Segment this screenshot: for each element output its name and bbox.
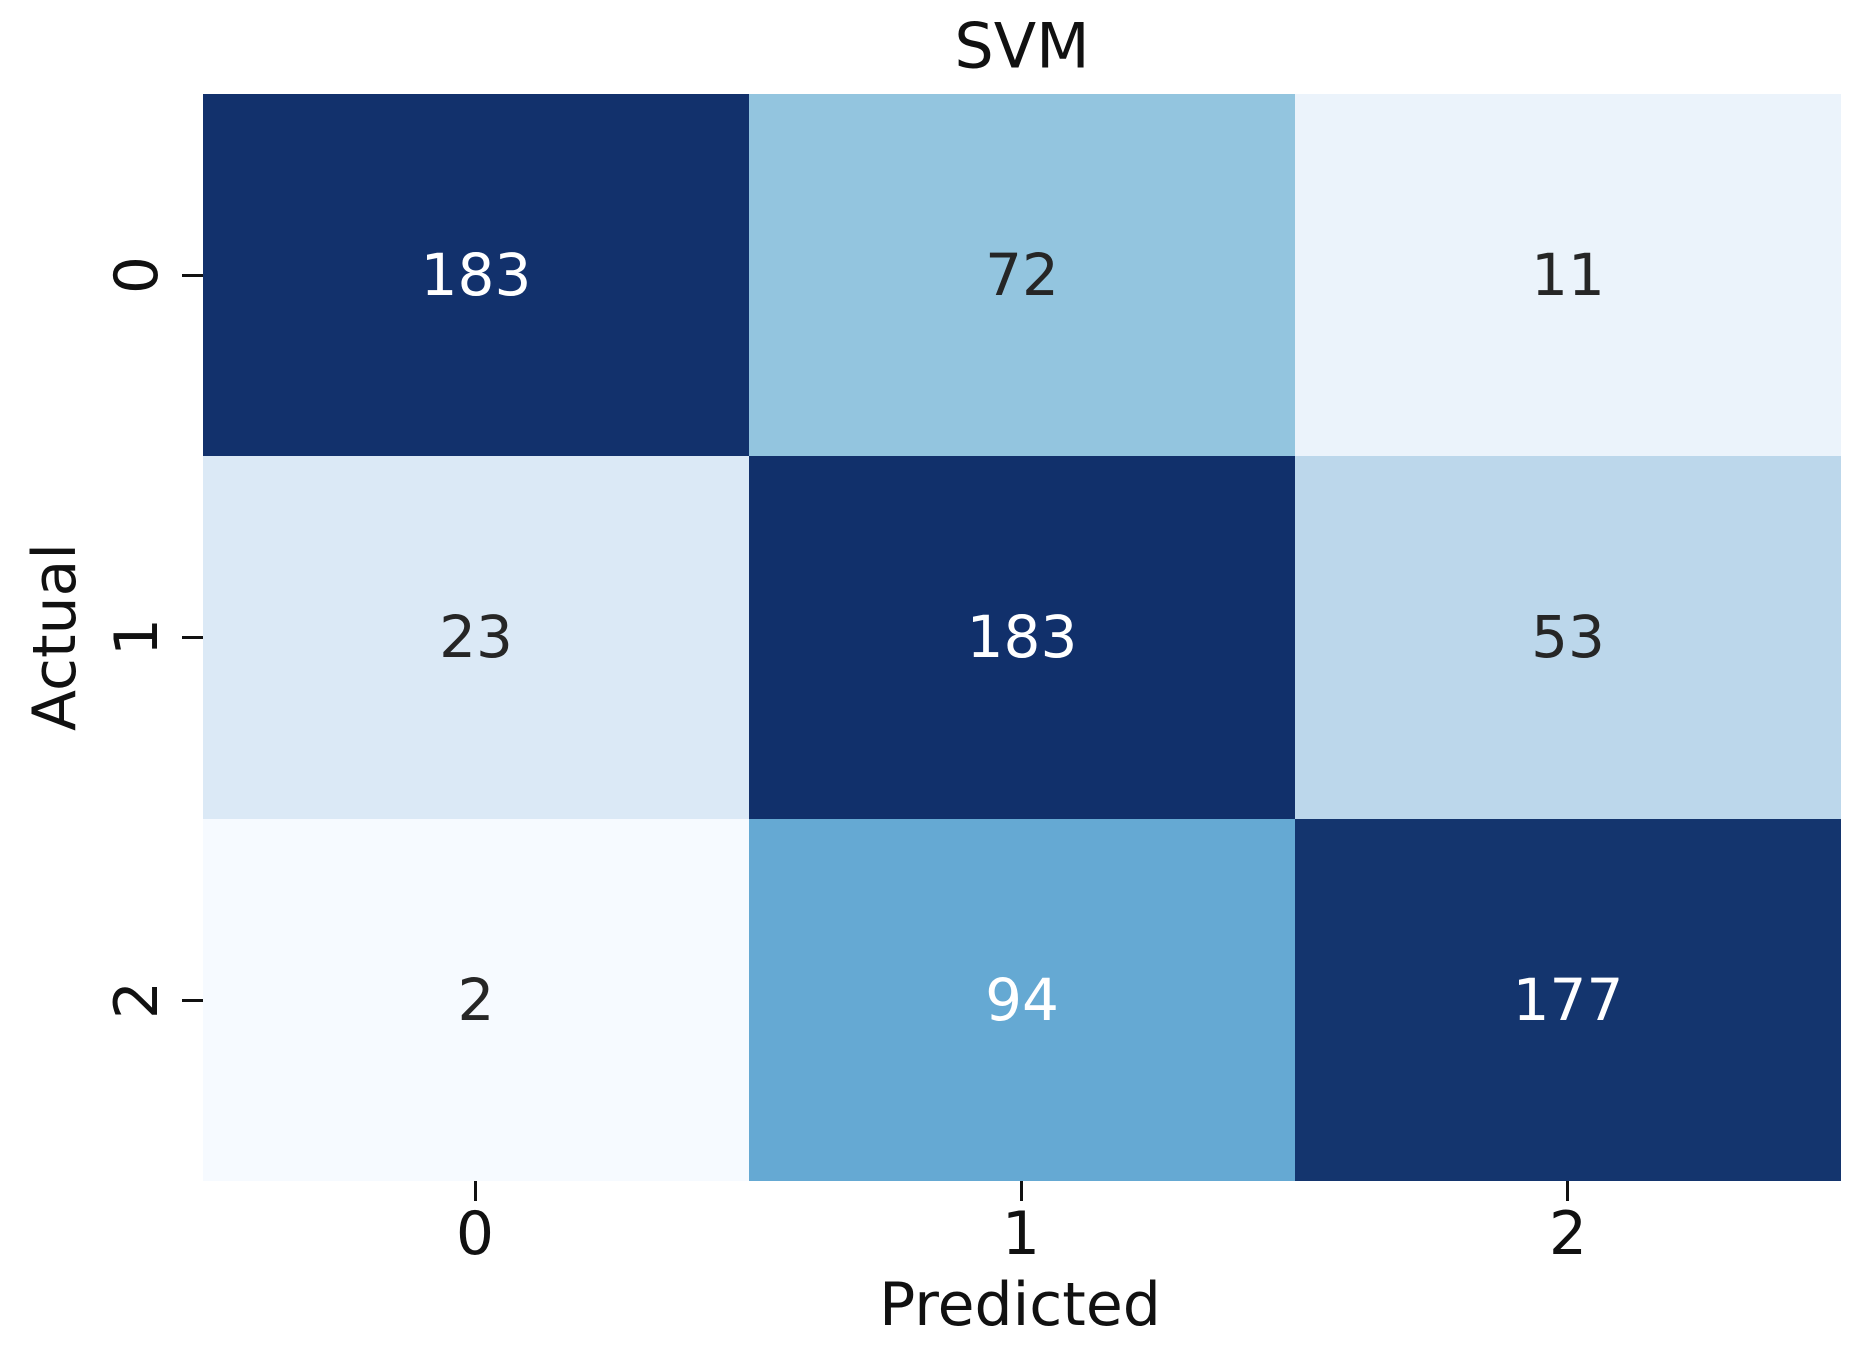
y-tick-mark	[182, 274, 203, 277]
heatmap-cell-r0c1: 72	[749, 94, 1295, 457]
y-tick-label-0: 0	[102, 255, 172, 295]
heatmap-cell-r0c2: 11	[1295, 94, 1841, 457]
heatmap-cell-r0c0: 183	[203, 94, 749, 457]
heatmap-cell-r1c2: 53	[1295, 456, 1841, 819]
x-tick-label-1: 1	[1001, 1199, 1041, 1269]
x-tick-mark	[1566, 1181, 1569, 1201]
x-tick-label-2: 2	[1548, 1199, 1588, 1269]
x-tick-label-0: 0	[455, 1199, 495, 1269]
heatmap-cell-r2c0: 2	[203, 818, 749, 1181]
y-axis-title: Actual	[20, 543, 90, 731]
y-tick-mark	[182, 636, 203, 639]
x-tick-mark	[1020, 1181, 1023, 1201]
chart-title: SVM	[954, 9, 1090, 83]
heatmap-grid: 183 72 11 23 183 53 2 94 177	[203, 94, 1841, 1181]
x-axis-title: Predicted	[879, 1270, 1161, 1340]
heatmap-cell-r2c1: 94	[749, 818, 1295, 1181]
heatmap-cell-r1c0: 23	[203, 456, 749, 819]
heatmap-cell-r2c2: 177	[1295, 818, 1841, 1181]
heatmap-cell-r1c1: 183	[749, 456, 1295, 819]
x-tick-mark	[474, 1181, 477, 1201]
y-tick-mark	[182, 999, 203, 1002]
y-tick-label-2: 2	[102, 980, 172, 1020]
y-tick-label-1: 1	[102, 617, 172, 657]
